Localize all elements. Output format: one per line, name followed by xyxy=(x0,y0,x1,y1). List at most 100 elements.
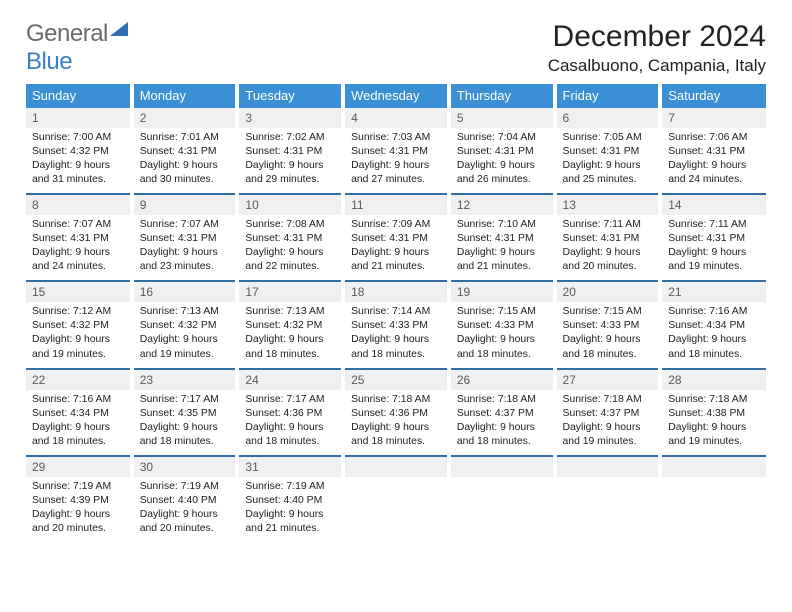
day-daylight1: Daylight: 9 hours xyxy=(563,421,653,435)
weekday-header: Tuesday xyxy=(237,84,343,108)
day-daylight2: and 19 minutes. xyxy=(668,260,760,274)
day-daylight1: Daylight: 9 hours xyxy=(457,333,547,347)
day-sunset: Sunset: 4:32 PM xyxy=(140,319,230,333)
day-body: Sunrise: 7:19 AMSunset: 4:40 PMDaylight:… xyxy=(134,477,236,542)
calendar-row: 1Sunrise: 7:00 AMSunset: 4:32 PMDaylight… xyxy=(26,108,766,194)
calendar-cell: 20Sunrise: 7:15 AMSunset: 4:33 PMDayligh… xyxy=(555,281,661,368)
day-sunset: Sunset: 4:37 PM xyxy=(563,407,653,421)
calendar-cell: 30Sunrise: 7:19 AMSunset: 4:40 PMDayligh… xyxy=(132,456,238,542)
day-sunset: Sunset: 4:33 PM xyxy=(351,319,441,333)
day-daylight2: and 18 minutes. xyxy=(563,348,653,362)
day-sunrise: Sunrise: 7:16 AM xyxy=(668,305,760,319)
day-daylight1: Daylight: 9 hours xyxy=(245,421,335,435)
day-daylight2: and 23 minutes. xyxy=(140,260,230,274)
day-number: 15 xyxy=(26,282,130,302)
day-sunrise: Sunrise: 7:13 AM xyxy=(245,305,335,319)
day-number: 9 xyxy=(134,195,236,215)
day-daylight2: and 18 minutes. xyxy=(457,435,547,449)
day-sunrise: Sunrise: 7:14 AM xyxy=(351,305,441,319)
day-daylight1: Daylight: 9 hours xyxy=(245,246,335,260)
day-body: Sunrise: 7:17 AMSunset: 4:36 PMDaylight:… xyxy=(239,390,341,455)
day-daylight1: Daylight: 9 hours xyxy=(563,159,653,173)
calendar-cell: 29Sunrise: 7:19 AMSunset: 4:39 PMDayligh… xyxy=(26,456,132,542)
day-number: 18 xyxy=(345,282,447,302)
calendar-cell: 21Sunrise: 7:16 AMSunset: 4:34 PMDayligh… xyxy=(660,281,766,368)
day-sunset: Sunset: 4:34 PM xyxy=(32,407,124,421)
day-number: 4 xyxy=(345,108,447,128)
day-sunrise: Sunrise: 7:18 AM xyxy=(351,393,441,407)
day-body: Sunrise: 7:10 AMSunset: 4:31 PMDaylight:… xyxy=(451,215,553,280)
calendar-cell: 13Sunrise: 7:11 AMSunset: 4:31 PMDayligh… xyxy=(555,194,661,281)
day-number: 10 xyxy=(239,195,341,215)
day-daylight2: and 19 minutes. xyxy=(32,348,124,362)
calendar-cell: 15Sunrise: 7:12 AMSunset: 4:32 PMDayligh… xyxy=(26,281,132,368)
day-number: 8 xyxy=(26,195,130,215)
calendar-row: 29Sunrise: 7:19 AMSunset: 4:39 PMDayligh… xyxy=(26,456,766,542)
day-daylight1: Daylight: 9 hours xyxy=(140,246,230,260)
day-number: 5 xyxy=(451,108,553,128)
day-sunset: Sunset: 4:31 PM xyxy=(140,232,230,246)
day-daylight2: and 19 minutes. xyxy=(668,435,760,449)
day-number: 17 xyxy=(239,282,341,302)
weekday-header: Saturday xyxy=(660,84,766,108)
day-daylight1: Daylight: 9 hours xyxy=(140,508,230,522)
day-number: 7 xyxy=(662,108,766,128)
day-body: Sunrise: 7:13 AMSunset: 4:32 PMDaylight:… xyxy=(239,302,341,367)
calendar-cell: . xyxy=(449,456,555,542)
calendar-cell: 14Sunrise: 7:11 AMSunset: 4:31 PMDayligh… xyxy=(660,194,766,281)
day-daylight2: and 25 minutes. xyxy=(563,173,653,187)
day-daylight1: Daylight: 9 hours xyxy=(457,159,547,173)
day-body: Sunrise: 7:06 AMSunset: 4:31 PMDaylight:… xyxy=(662,128,766,193)
day-sunset: Sunset: 4:31 PM xyxy=(245,232,335,246)
day-sunset: Sunset: 4:32 PM xyxy=(32,319,124,333)
day-sunset: Sunset: 4:31 PM xyxy=(668,232,760,246)
day-number: 1 xyxy=(26,108,130,128)
day-daylight1: Daylight: 9 hours xyxy=(457,246,547,260)
day-daylight1: Daylight: 9 hours xyxy=(32,159,124,173)
calendar-cell: . xyxy=(660,456,766,542)
day-daylight1: Daylight: 9 hours xyxy=(245,508,335,522)
day-sunrise: Sunrise: 7:08 AM xyxy=(245,218,335,232)
day-sunrise: Sunrise: 7:17 AM xyxy=(140,393,230,407)
day-sunrise: Sunrise: 7:07 AM xyxy=(32,218,124,232)
calendar-cell: 16Sunrise: 7:13 AMSunset: 4:32 PMDayligh… xyxy=(132,281,238,368)
day-number: 20 xyxy=(557,282,659,302)
day-daylight2: and 24 minutes. xyxy=(32,260,124,274)
day-sunset: Sunset: 4:34 PM xyxy=(668,319,760,333)
calendar-body: 1Sunrise: 7:00 AMSunset: 4:32 PMDaylight… xyxy=(26,108,766,542)
day-daylight2: and 21 minutes. xyxy=(351,260,441,274)
calendar-cell: 27Sunrise: 7:18 AMSunset: 4:37 PMDayligh… xyxy=(555,369,661,456)
day-sunset: Sunset: 4:36 PM xyxy=(245,407,335,421)
day-sunset: Sunset: 4:40 PM xyxy=(140,494,230,508)
day-sunrise: Sunrise: 7:19 AM xyxy=(32,480,124,494)
day-number: 2 xyxy=(134,108,236,128)
day-body: Sunrise: 7:01 AMSunset: 4:31 PMDaylight:… xyxy=(134,128,236,193)
day-sunset: Sunset: 4:35 PM xyxy=(140,407,230,421)
day-daylight2: and 30 minutes. xyxy=(140,173,230,187)
header: General Blue December 2024 Casalbuono, C… xyxy=(26,20,766,76)
calendar-cell: 11Sunrise: 7:09 AMSunset: 4:31 PMDayligh… xyxy=(343,194,449,281)
day-sunrise: Sunrise: 7:18 AM xyxy=(668,393,760,407)
day-daylight2: and 18 minutes. xyxy=(245,348,335,362)
calendar-cell: 8Sunrise: 7:07 AMSunset: 4:31 PMDaylight… xyxy=(26,194,132,281)
calendar-cell: 1Sunrise: 7:00 AMSunset: 4:32 PMDaylight… xyxy=(26,108,132,194)
day-body: Sunrise: 7:11 AMSunset: 4:31 PMDaylight:… xyxy=(662,215,766,280)
day-daylight1: Daylight: 9 hours xyxy=(668,159,760,173)
day-sunrise: Sunrise: 7:09 AM xyxy=(351,218,441,232)
day-sunset: Sunset: 4:31 PM xyxy=(457,232,547,246)
calendar-cell: . xyxy=(555,456,661,542)
day-body: Sunrise: 7:04 AMSunset: 4:31 PMDaylight:… xyxy=(451,128,553,193)
day-sunrise: Sunrise: 7:18 AM xyxy=(563,393,653,407)
day-daylight1: Daylight: 9 hours xyxy=(351,421,441,435)
day-sunset: Sunset: 4:31 PM xyxy=(668,145,760,159)
calendar-row: 15Sunrise: 7:12 AMSunset: 4:32 PMDayligh… xyxy=(26,281,766,368)
day-number: 11 xyxy=(345,195,447,215)
calendar-cell: 19Sunrise: 7:15 AMSunset: 4:33 PMDayligh… xyxy=(449,281,555,368)
day-daylight2: and 29 minutes. xyxy=(245,173,335,187)
day-daylight1: Daylight: 9 hours xyxy=(351,333,441,347)
day-sunrise: Sunrise: 7:13 AM xyxy=(140,305,230,319)
day-number: 19 xyxy=(451,282,553,302)
calendar-cell: 7Sunrise: 7:06 AMSunset: 4:31 PMDaylight… xyxy=(660,108,766,194)
day-sunset: Sunset: 4:32 PM xyxy=(245,319,335,333)
day-sunset: Sunset: 4:31 PM xyxy=(563,232,653,246)
